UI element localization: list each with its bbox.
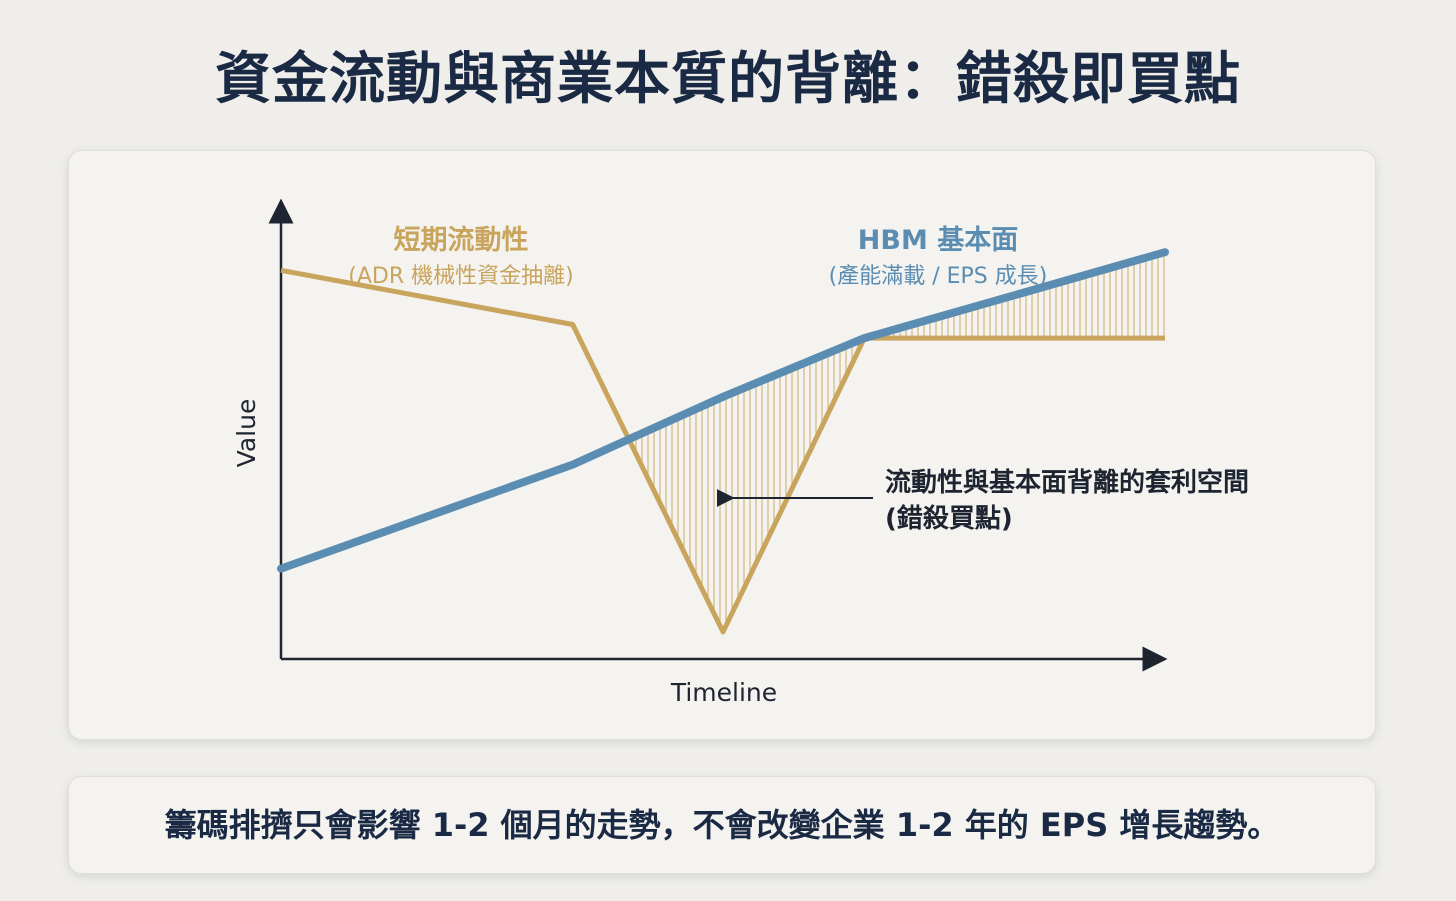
liquidity-series-sublabel: (ADR 機械性資金抽離): [348, 264, 573, 289]
annotation-line-1: 流動性與基本面背離的套利空間: [885, 467, 1249, 498]
footer-card: 籌碼排擠只會影響 1-2 個月的走勢，不會改變企業 1-2 年的 EPS 增長趨…: [68, 776, 1376, 874]
chart-card: 短期流動性 (ADR 機械性資金抽離) HBM 基本面 (產能滿載 / EPS …: [68, 150, 1376, 740]
y-axis-label: Value: [232, 399, 261, 468]
liquidity-series-line: [280, 267, 1165, 635]
fundamental-series-label: HBM 基本面: [858, 225, 1018, 256]
divergence-chart: 短期流動性 (ADR 機械性資金抽離) HBM 基本面 (產能滿載 / EPS …: [232, 198, 1249, 707]
liquidity-series-label: 短期流動性: [394, 225, 529, 256]
annotation-line-2: (錯殺買點): [885, 503, 1013, 534]
x-axis-label: Timeline: [670, 678, 777, 707]
page-title: 資金流動與商業本質的背離：錯殺即買點: [215, 47, 1241, 112]
fundamental-series-line: [277, 248, 1169, 573]
fundamental-series-sublabel: (產能滿載 / EPS 成長): [829, 264, 1048, 289]
footer-text: 籌碼排擠只會影響 1-2 個月的走勢，不會改變企業 1-2 年的 EPS 增長趨…: [164, 806, 1280, 844]
